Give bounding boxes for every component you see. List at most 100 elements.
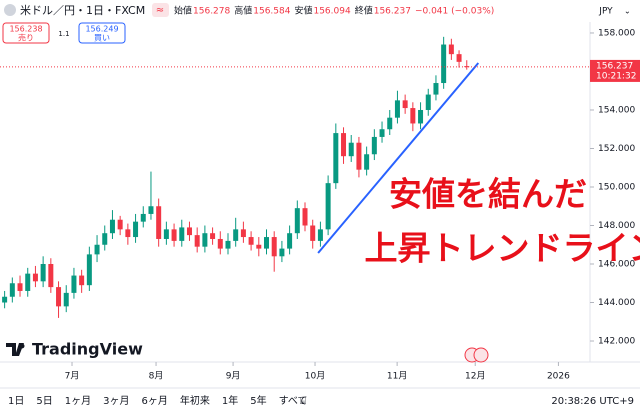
candle-body bbox=[202, 233, 208, 247]
candle-body bbox=[402, 100, 408, 109]
candle-body bbox=[9, 283, 15, 297]
candle-body bbox=[125, 229, 131, 238]
candle-body bbox=[32, 273, 38, 282]
candle-body bbox=[248, 237, 254, 245]
candle-body bbox=[348, 142, 354, 157]
candle-body bbox=[441, 44, 447, 84]
logo-icon-dot bbox=[19, 343, 25, 349]
annotation: 安値を結んだ bbox=[389, 175, 587, 214]
candle-body bbox=[86, 254, 92, 286]
price-tag-value: 156.237 bbox=[596, 61, 633, 71]
range-button[interactable]: 5年 bbox=[250, 394, 266, 407]
y-tick-label: 158.000 bbox=[598, 28, 635, 38]
logo-icon bbox=[6, 343, 24, 356]
x-tick-label: 11月 bbox=[387, 371, 407, 382]
y-tick-label: 150.000 bbox=[598, 182, 635, 192]
range-button[interactable]: 5日 bbox=[36, 396, 52, 407]
candle-body bbox=[279, 248, 285, 257]
candle-body bbox=[148, 206, 154, 214]
candle-body bbox=[302, 208, 308, 226]
candle-body bbox=[418, 109, 424, 124]
spread: 1.1 bbox=[58, 30, 69, 38]
buy-button[interactable] bbox=[78, 22, 126, 44]
candle-body bbox=[387, 117, 393, 130]
candle-body bbox=[171, 229, 177, 241]
trendline bbox=[317, 62, 480, 254]
candle-body bbox=[310, 225, 316, 241]
y-tick-label: 154.000 bbox=[598, 105, 635, 115]
toolbar: 1日 5日 1ヶ月 3ヶ月 6ヶ月 年初来 1年 5年 すべて bbox=[8, 394, 308, 407]
candle-body bbox=[133, 221, 139, 238]
y-tick-label: 148.000 bbox=[598, 221, 635, 231]
candle-body bbox=[294, 208, 300, 234]
candle-body bbox=[102, 233, 108, 245]
alert-icon[interactable] bbox=[152, 3, 169, 17]
candle-body bbox=[240, 229, 246, 238]
clock: 20:38:26 UTC+9 bbox=[551, 396, 634, 407]
candle-body bbox=[333, 133, 339, 184]
candle-body bbox=[271, 237, 277, 257]
candle-body bbox=[394, 100, 400, 118]
candle-body bbox=[287, 233, 293, 249]
candle-body bbox=[179, 227, 185, 241]
candle-body bbox=[140, 213, 146, 222]
change: −0.041 (−0.03%) bbox=[415, 7, 494, 17]
ohlc-value: 156.237 bbox=[374, 7, 411, 17]
ohlc-header: 始値 156.278 高値 156.584 安値 156.094 終値 156.237 −0.0… bbox=[174, 5, 494, 17]
ohlc-value: 156.584 bbox=[253, 7, 290, 17]
symbol: 米ドル／円・1日・FXCM bbox=[20, 4, 145, 17]
sell-button[interactable] bbox=[2, 22, 50, 44]
candle-body bbox=[48, 264, 54, 288]
candle-body bbox=[410, 108, 416, 124]
price-tag bbox=[590, 59, 640, 82]
currency[interactable]: JPY bbox=[598, 7, 613, 17]
ohlc-label: 高値 bbox=[234, 5, 252, 17]
x-tick-label: 9月 bbox=[226, 371, 241, 382]
event-icon[interactable] bbox=[473, 347, 489, 363]
ohlc-value: 156.094 bbox=[313, 7, 350, 17]
candle-body bbox=[210, 233, 216, 239]
x-tick-label: 2026 bbox=[547, 372, 570, 382]
candle-body bbox=[194, 235, 200, 247]
candle-body bbox=[256, 244, 262, 249]
date-range-icon[interactable]: ⌸ bbox=[300, 396, 306, 407]
candle-body bbox=[71, 275, 77, 293]
sell-label: 売り bbox=[18, 33, 34, 43]
candle-body bbox=[217, 238, 223, 249]
candle-body bbox=[433, 83, 439, 95]
candle-body bbox=[425, 94, 431, 110]
candle-body bbox=[364, 154, 370, 170]
candle-body bbox=[94, 244, 100, 255]
candle-body bbox=[186, 227, 192, 236]
y-tick-label: 152.000 bbox=[598, 144, 635, 154]
ohlc-label: 終値 bbox=[355, 5, 373, 17]
candle-body bbox=[79, 275, 85, 286]
y-tick-label: 144.000 bbox=[598, 298, 635, 308]
x-tick-label: 12月 bbox=[465, 371, 485, 382]
range-button[interactable]: 3ヶ月 bbox=[103, 395, 129, 407]
range-button[interactable]: 年初来 bbox=[180, 394, 210, 407]
symbol-flag bbox=[4, 4, 16, 16]
candle-body bbox=[356, 142, 362, 170]
candle-body bbox=[56, 287, 62, 307]
y-tick-label: 146.000 bbox=[598, 260, 635, 270]
candle-body bbox=[317, 229, 323, 241]
alert-icon-glyph: ≈ bbox=[156, 5, 164, 16]
candle-body bbox=[379, 129, 385, 137]
range-button[interactable]: 1年 bbox=[222, 394, 238, 407]
candle-body bbox=[448, 44, 454, 55]
annotation: 上昇トレンドライン bbox=[365, 229, 640, 268]
range-button[interactable]: すべて bbox=[279, 395, 308, 407]
range-button[interactable]: 1日 bbox=[8, 396, 24, 407]
sell-price: 156.238 bbox=[9, 25, 42, 34]
range-button[interactable]: 1ヶ月 bbox=[65, 395, 91, 407]
ohlc-value: 156.278 bbox=[193, 7, 230, 17]
candle-body bbox=[456, 54, 462, 62]
candle-body bbox=[325, 183, 331, 230]
range-button[interactable]: 6ヶ月 bbox=[142, 395, 168, 407]
candle-body bbox=[371, 136, 377, 155]
candle-body bbox=[225, 240, 231, 249]
ohlc-label: 安値 bbox=[294, 5, 312, 17]
candle-body bbox=[109, 219, 115, 234]
